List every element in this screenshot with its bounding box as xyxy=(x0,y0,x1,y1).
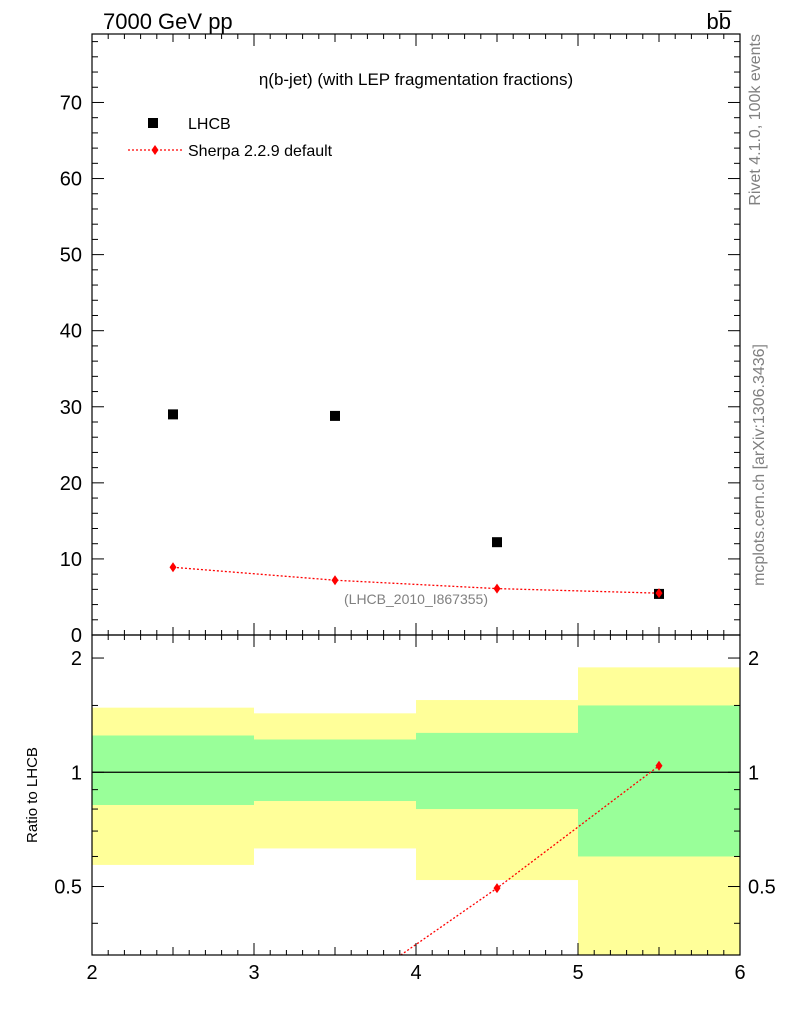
uncertainty-bands xyxy=(92,667,740,955)
ratio-y-tick-label-right: 2 xyxy=(748,648,759,670)
mcplots-label: mcplots.cern.ch [arXiv:1306.3436] xyxy=(751,344,768,586)
mc-line xyxy=(172,566,660,594)
data-points xyxy=(168,409,664,599)
ratio-ticks xyxy=(91,635,741,955)
legend-data-label: LHCB xyxy=(188,116,231,133)
y-tick-label: 50 xyxy=(60,245,82,267)
mc-points xyxy=(169,562,663,599)
y-tick-label: 40 xyxy=(60,321,82,343)
mc-point xyxy=(655,588,663,599)
ratio-y-tick-label-left: 0.5 xyxy=(54,877,82,899)
ratio-point xyxy=(493,883,501,894)
inner-band xyxy=(254,739,416,802)
y-tick-label: 20 xyxy=(60,473,82,495)
analysis-id: (LHCB_2010_I867355) xyxy=(344,591,488,607)
data-point xyxy=(330,410,340,421)
inner-band xyxy=(92,735,254,805)
main-y-tick-labels: 0 10 20 30 40 50 60 70 xyxy=(60,92,82,647)
ratio-point xyxy=(655,760,663,771)
legend: LHCB Sherpa 2.2.9 default xyxy=(128,116,333,160)
x-tick-label: 5 xyxy=(572,962,583,984)
data-point xyxy=(492,537,502,548)
x-tick-label: 6 xyxy=(734,962,745,984)
mc-curve xyxy=(172,566,660,594)
x-tick-labels: 2 3 4 5 6 xyxy=(86,962,745,984)
y-tick-label: 10 xyxy=(60,549,82,571)
x-tick-label: 2 xyxy=(86,962,97,984)
legend-mc-marker xyxy=(151,145,159,155)
main-panel: 0 10 20 30 40 50 60 70 η(b-jet) (with LEP fragm… xyxy=(60,33,741,647)
ratio-y-axis-label: Ratio to LHCB xyxy=(24,747,41,843)
chart-title: η(b-jet) (with LEP fragmentation fractio… xyxy=(259,70,573,89)
y-tick-label: 30 xyxy=(60,397,82,419)
ratio-y-tick-label-right: 1 xyxy=(748,762,759,784)
ratio-y-tick-label-left: 1 xyxy=(71,762,82,784)
x-tick-label: 3 xyxy=(248,962,259,984)
mc-point xyxy=(331,575,339,586)
y-tick-label: 60 xyxy=(60,169,82,191)
legend-data-marker xyxy=(148,118,158,128)
legend-mc-label: Sherpa 2.2.9 default xyxy=(188,143,333,160)
inner-band xyxy=(578,705,740,857)
ratio-points xyxy=(493,760,663,894)
process-label: bb̅ xyxy=(707,9,732,34)
inner-band xyxy=(416,732,578,810)
mc-point xyxy=(493,583,501,594)
ratio-y-tick-label-left: 2 xyxy=(71,648,82,670)
ratio-panel: 0.5 0.5 1 1 2 2 2 3 4 5 6 Ratio to LHCB xyxy=(24,634,776,984)
energy-label: 7000 GeV pp xyxy=(103,9,233,34)
x-tick-label: 4 xyxy=(410,962,421,984)
data-point xyxy=(168,409,178,420)
main-ticks xyxy=(91,34,741,636)
ratio-y-tick-labels: 0.5 0.5 1 1 2 2 xyxy=(54,648,776,898)
y-tick-label: 0 xyxy=(71,625,82,647)
ratio-y-tick-label-right: 0.5 xyxy=(748,877,776,899)
rivet-label: Rivet 4.1.0, 100k events xyxy=(747,34,764,206)
y-tick-label: 70 xyxy=(60,92,82,114)
mc-point xyxy=(169,562,177,573)
